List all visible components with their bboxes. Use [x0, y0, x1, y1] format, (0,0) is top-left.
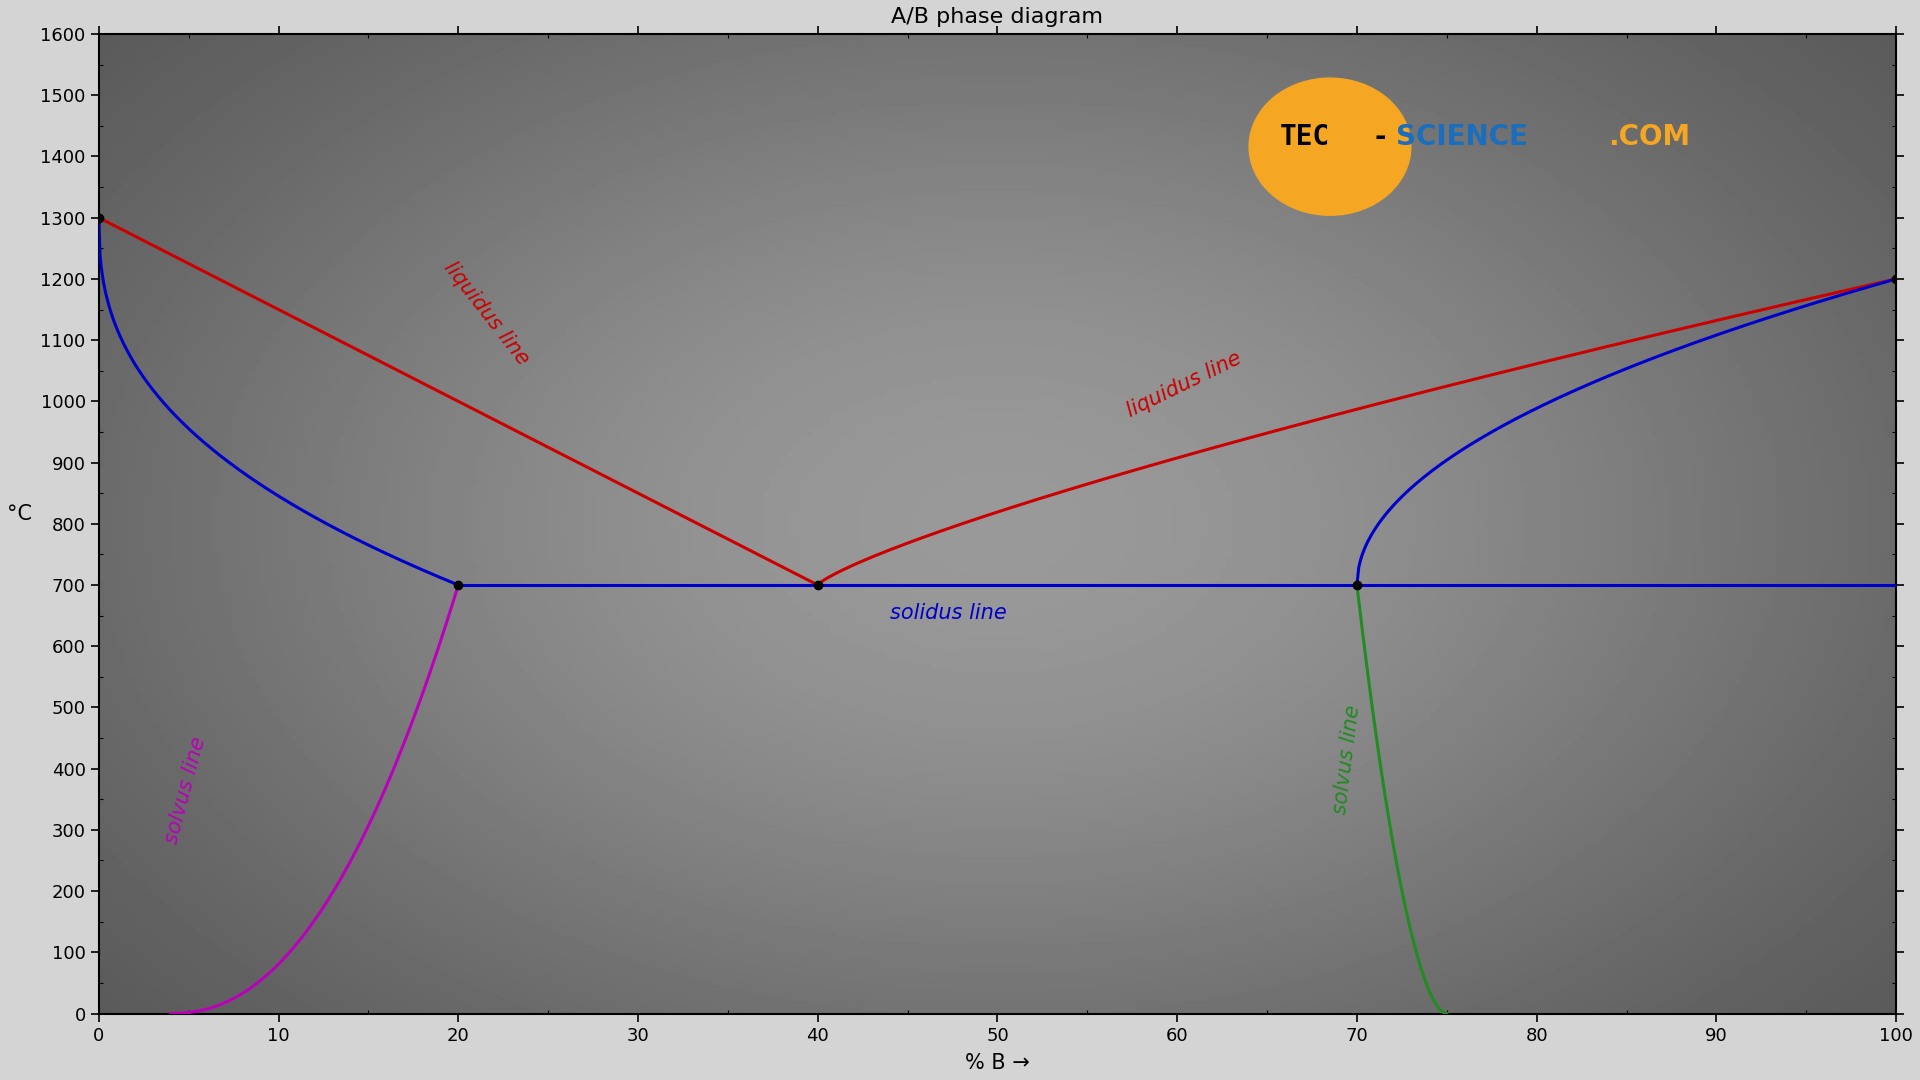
- Text: liquidus line: liquidus line: [440, 257, 534, 368]
- Text: solvus line: solvus line: [1331, 704, 1363, 815]
- Text: -: -: [1375, 123, 1386, 151]
- Ellipse shape: [1250, 78, 1411, 215]
- Text: solvus line: solvus line: [161, 734, 209, 846]
- X-axis label: % B →: % B →: [966, 1053, 1029, 1074]
- Text: solidus line: solidus line: [889, 603, 1006, 623]
- Y-axis label: °C: °C: [8, 503, 33, 524]
- Text: liquidus line: liquidus line: [1123, 348, 1244, 421]
- Text: SCIENCE: SCIENCE: [1396, 123, 1528, 151]
- Text: .COM: .COM: [1609, 123, 1692, 151]
- Text: TEC: TEC: [1279, 123, 1331, 151]
- Title: A/B phase diagram: A/B phase diagram: [891, 6, 1104, 27]
